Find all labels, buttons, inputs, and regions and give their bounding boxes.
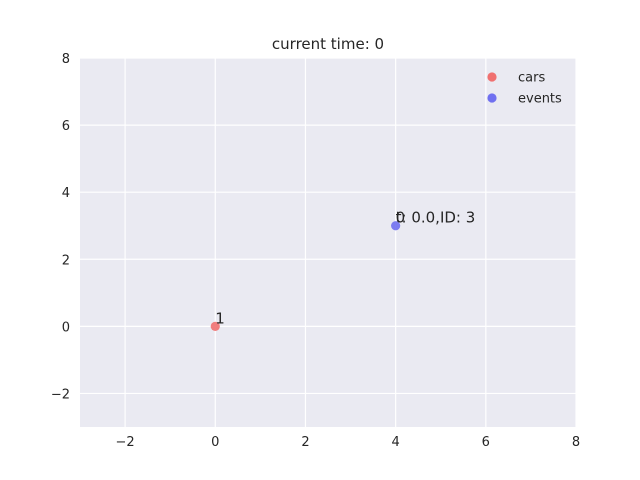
y-tick-label: 4 bbox=[62, 186, 70, 201]
point-annotation: 1 bbox=[215, 309, 225, 327]
x-tick-label: 6 bbox=[482, 435, 490, 450]
x-tick-label: 2 bbox=[301, 435, 309, 450]
legend: cars events bbox=[487, 71, 562, 107]
legend-marker-cars bbox=[487, 72, 497, 82]
x-tick-label: 0 bbox=[211, 435, 219, 450]
grid-lines bbox=[80, 57, 577, 427]
y-tick-label: 0 bbox=[62, 320, 70, 335]
legend-label-cars: cars bbox=[518, 71, 545, 86]
data-points bbox=[210, 221, 401, 331]
y-tick-label: 2 bbox=[62, 253, 70, 268]
legend-label-events: events bbox=[518, 92, 562, 107]
point-events bbox=[391, 221, 401, 231]
x-tick-label: 4 bbox=[391, 435, 399, 450]
y-tick-label: 6 bbox=[62, 119, 70, 134]
point-annotation: 0 bbox=[396, 209, 406, 227]
point-annotations: 1 0t: 0.0,ID: 3 bbox=[215, 209, 475, 328]
y-tick-labels: −2 0 2 4 6 8 bbox=[51, 52, 70, 402]
x-tick-label: 8 bbox=[572, 435, 580, 450]
y-tick-label: −2 bbox=[51, 387, 70, 402]
point-annotation: t: 0.0,ID: 3 bbox=[396, 209, 476, 227]
legend-marker-events bbox=[487, 93, 497, 103]
y-tick-label: 8 bbox=[62, 52, 70, 67]
plot-background bbox=[80, 58, 576, 427]
x-tick-labels: −2 0 2 4 6 8 bbox=[116, 435, 581, 450]
point-cars bbox=[210, 321, 220, 331]
chart-title: current time: 0 bbox=[272, 35, 384, 53]
x-tick-label: −2 bbox=[116, 435, 135, 450]
